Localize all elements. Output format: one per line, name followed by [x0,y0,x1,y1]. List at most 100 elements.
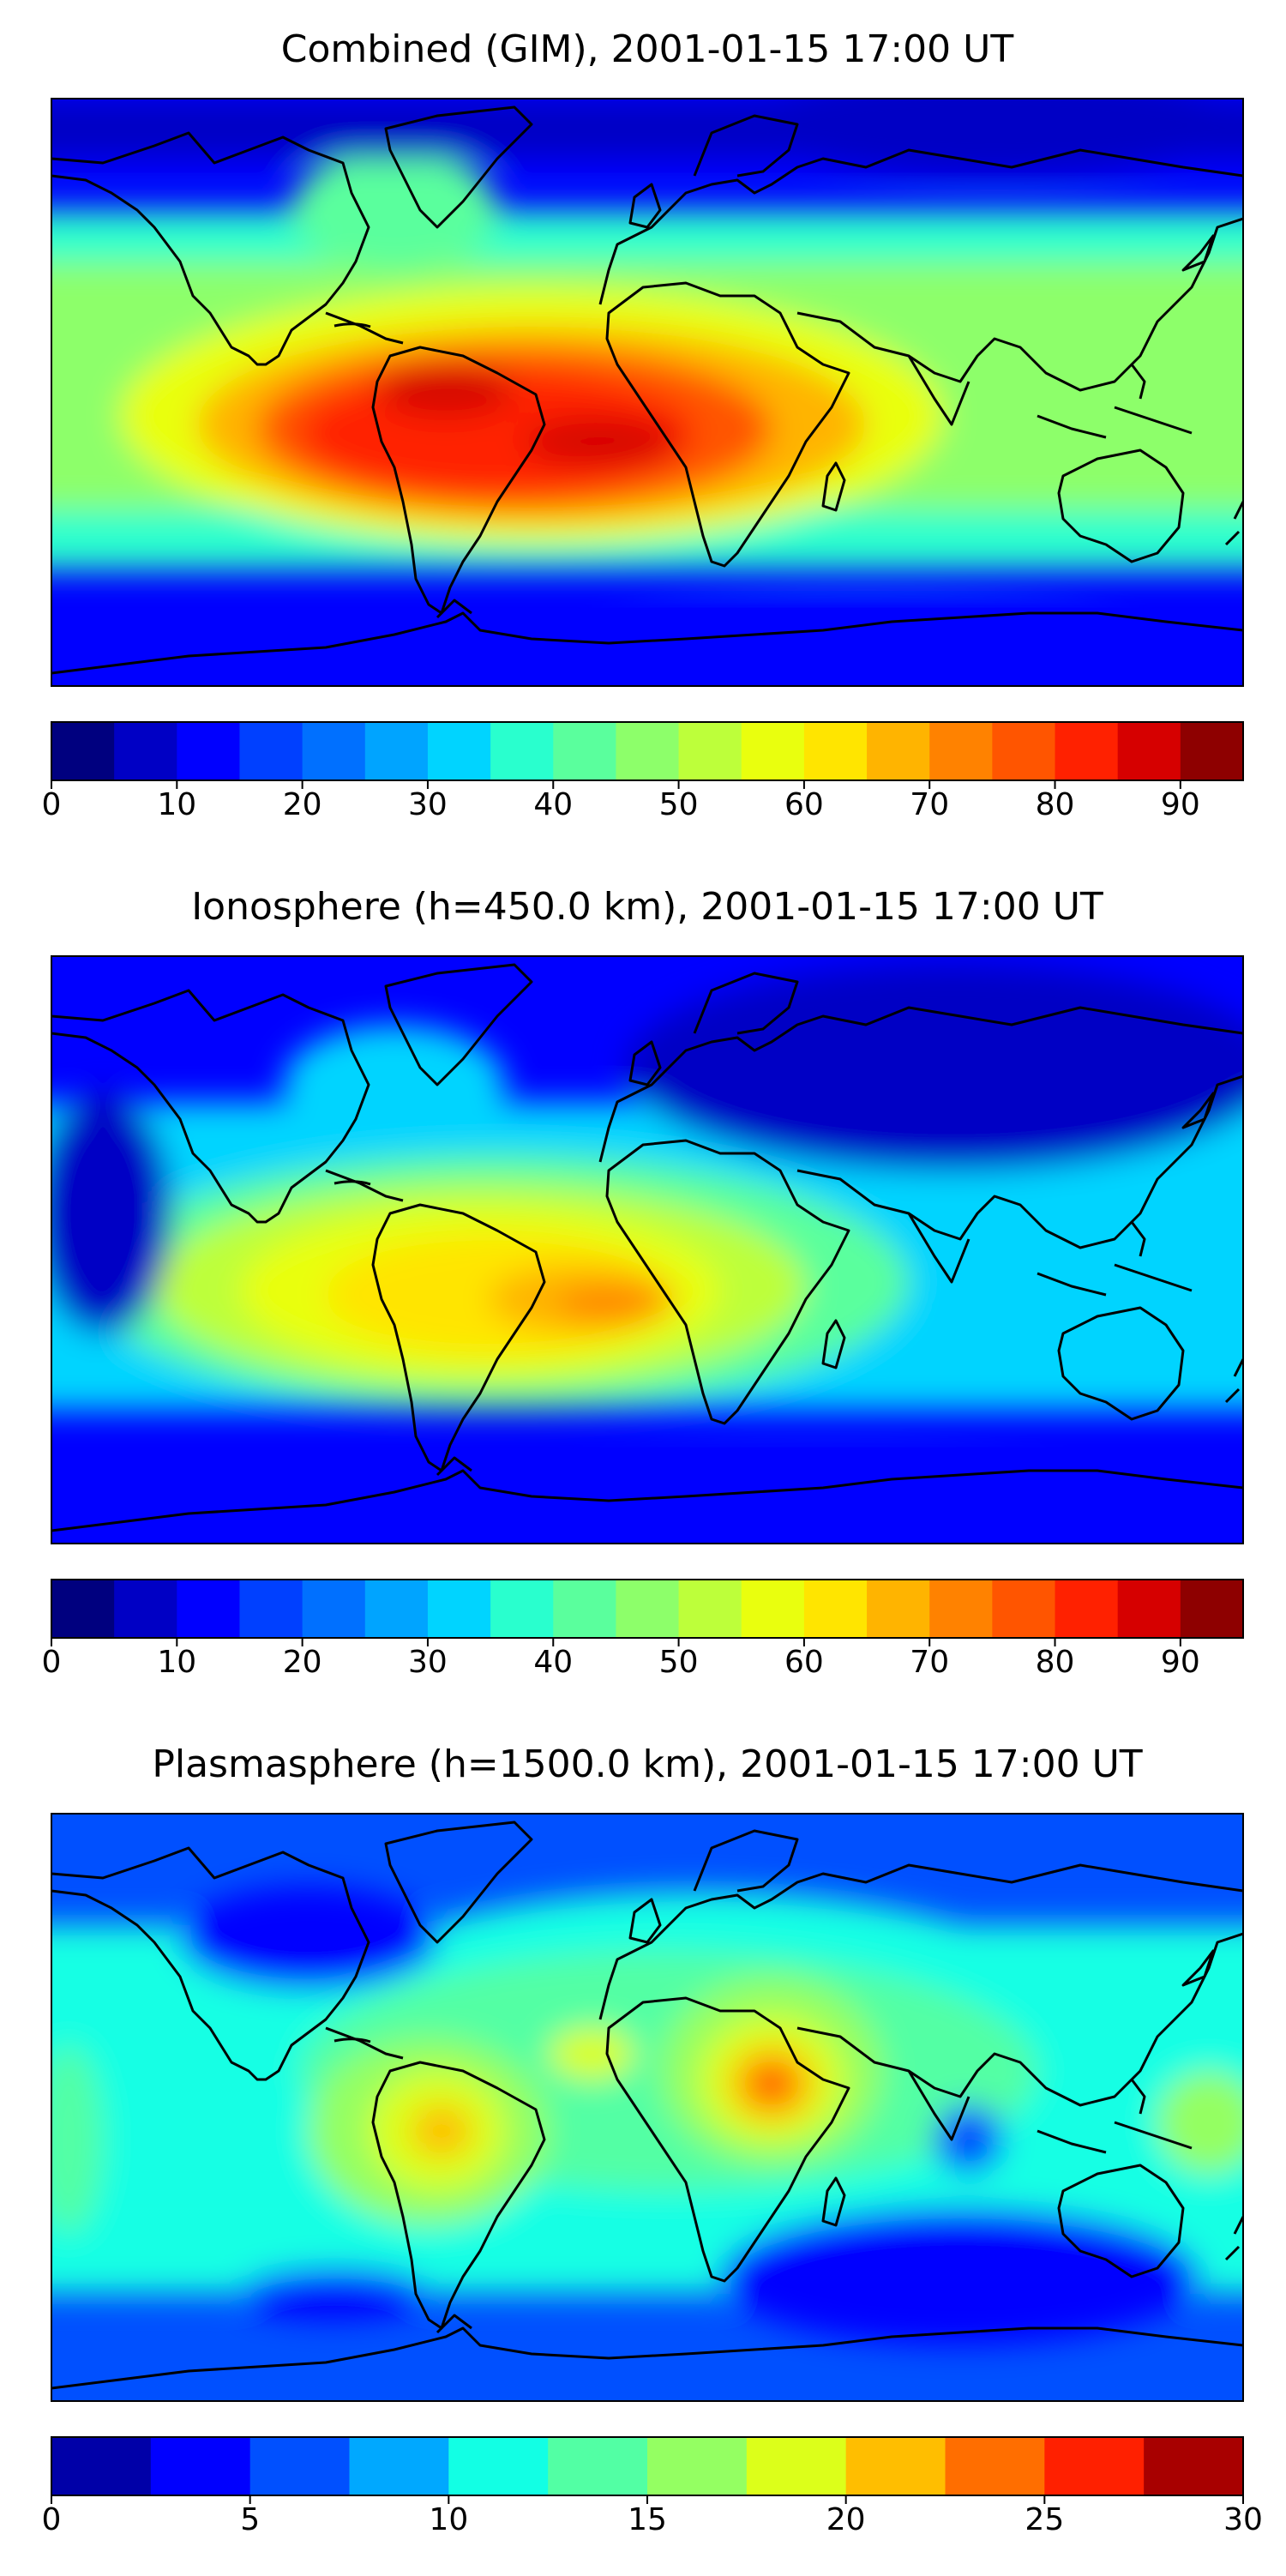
colorbar-tick-label: 40 [533,787,573,822]
contour-field [51,1887,1243,2345]
colorbar-bin [427,1580,491,1638]
colorbar-bin [929,722,993,780]
contour-region [1157,2071,1243,2174]
contour-region [609,605,1123,673]
colorbar-tick-label: 30 [408,1645,448,1680]
colorbar-tick-label: 0 [42,787,62,822]
contour-region [377,364,514,416]
colorbar-tick-label: 10 [157,787,196,822]
colorbar-tick-label: 60 [784,787,824,822]
contour-region [750,2067,793,2101]
colorbar-bin [678,1580,742,1638]
contour-region [51,2045,103,2234]
colorbar-tick-label: 20 [283,1645,322,1680]
colorbar-tick-label: 80 [1036,787,1075,822]
colorbar-bin [427,722,491,780]
map-panel [51,98,1244,687]
colorbar-tick-label: 70 [910,1645,949,1680]
colorbar-tick-label: 50 [659,1645,699,1680]
contour-field [51,965,1243,1535]
contour-region [566,1458,1080,1535]
colorbar-bin [867,722,930,780]
panel-1: Combined (GIM), 2001-01-15 17:00 UT 0 10 20… [42,27,1244,822]
colorbar-tick-label: 20 [283,787,322,822]
colorbar-bin [51,2437,152,2495]
colorbar-tick-label: 20 [826,2502,866,2537]
colorbar-bin [741,722,805,780]
colorbar-tick-label: 10 [429,2502,468,2537]
colorbar-bin [114,1580,177,1638]
map-field [51,1814,1243,2401]
colorbar-bin [1055,722,1119,780]
contour-region [283,1025,506,1145]
colorbar-bin [929,1580,993,1638]
colorbar-bin [239,1580,303,1638]
colorbar-bin [548,2437,648,2495]
colorbar-bin [647,2437,748,2495]
colorbar-bin [746,2437,847,2495]
colorbar-bin [945,2437,1045,2495]
colorbar-bin [992,1580,1056,1638]
colorbar-bin [867,1580,930,1638]
colorbar-bin [249,2437,350,2495]
colorbar-bin [803,1580,868,1638]
panel-title: Plasmasphere (h=1500.0 km), 2001-01-15 1… [152,1742,1142,1786]
colorbar-tick-label: 80 [1036,1645,1075,1680]
colorbar-bin [490,722,554,780]
colorbar-bin [1044,2437,1145,2495]
colorbar-tick-label: 60 [784,1645,824,1680]
colorbar-bin [177,722,240,780]
contour-field [51,99,1243,673]
map-field [51,956,1243,1544]
colorbar-tick-label: 40 [533,1645,573,1680]
colorbar-tick-label: 30 [408,787,448,822]
colorbar-bin [177,1580,240,1638]
contour-region [180,1887,437,1989]
contour-region [291,150,497,270]
map-frame [51,1813,1244,2402]
colorbar-frame [51,721,1244,781]
colorbar-tick-label: 0 [42,1645,62,1680]
colorbar-bin [616,722,680,780]
colorbar-tick-label: 25 [1025,2502,1064,2537]
colorbar-tick-label: 15 [628,2502,667,2537]
map-frame [51,98,1244,687]
colorbar-bin [616,1580,680,1638]
colorbar-bin [1180,1580,1244,1638]
colorbar-bin [992,722,1056,780]
panel-3: Plasmasphere (h=1500.0 km), 2001-01-15 1… [42,1742,1263,2537]
colorbar-tick-label: 30 [1223,2502,1263,2537]
map-field [51,99,1243,686]
contour-region [626,965,1243,1171]
contour-region [51,1093,171,1333]
map-panel [51,1813,1244,2402]
colorbar-tick-label: 90 [1161,1645,1200,1680]
colorbar-bin [239,722,303,780]
colorbar-bin [51,722,115,780]
colorbar-tick-label: 0 [42,2502,62,2537]
contour-region [557,1288,660,1319]
colorbar-bin [150,2437,251,2495]
colorbar-tick-label: 5 [240,2502,260,2537]
colorbar-bin [448,2437,549,2495]
panel-2: Ionosphere (h=450.0 km), 2001-01-15 17:0… [42,885,1244,1680]
colorbar-bin [1117,1580,1181,1638]
colorbar: 0 5 10 15 20 25 30 [42,2436,1263,2537]
panel-title: Ionosphere (h=450.0 km), 2001-01-15 17:0… [191,885,1103,929]
colorbar-bin [1144,2437,1244,2495]
colorbar-tick-label: 90 [1161,787,1200,822]
colorbar-tick-label: 10 [157,1645,196,1680]
colorbar-bin [490,1580,554,1638]
colorbar-bin [845,2437,946,2495]
colorbar: 0 10 20 30 40 50 60 70 80 90 [42,721,1244,822]
panel-title: Combined (GIM), 2001-01-15 17:00 UT [281,27,1014,71]
contour-region [549,2028,634,2079]
colorbar-tick-label: 50 [659,787,699,822]
contour-region [720,2208,1200,2345]
contour-region [412,2105,472,2157]
contour-region [934,2105,1003,2174]
colorbar: 0 10 20 30 40 50 60 70 80 90 [42,1579,1244,1680]
contour-region [523,418,677,466]
